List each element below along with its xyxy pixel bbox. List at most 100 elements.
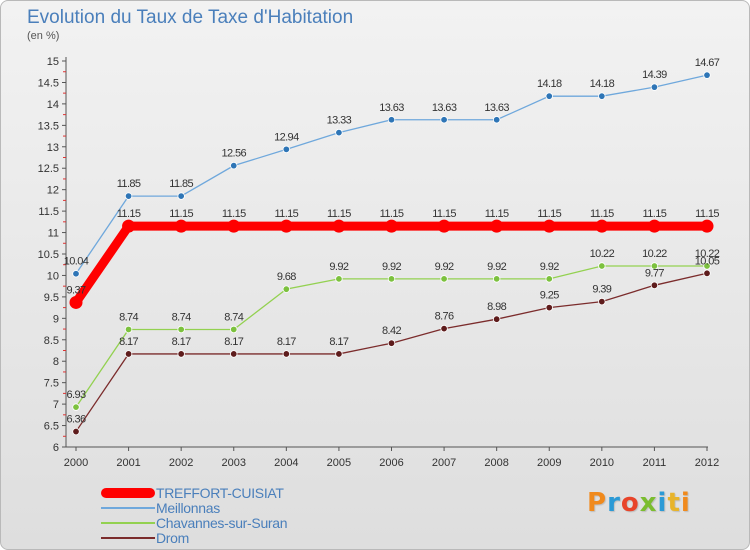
series-line-drom — [75, 272, 708, 432]
data-point-drom — [650, 281, 659, 290]
data-label-meillonnas: 14.67 — [695, 57, 720, 69]
data-label-chavannes-sur-suran: 8.74 — [172, 311, 191, 323]
data-point-treffort-cuisiat — [542, 219, 556, 233]
data-point-chavannes-sur-suran — [440, 275, 448, 283]
data-point-treffort-cuisiat — [437, 219, 451, 233]
data-point-meillonnas — [124, 192, 133, 200]
data-point-meillonnas — [177, 192, 185, 200]
data-point-meillonnas — [492, 116, 501, 124]
data-label-meillonnas: 12.94 — [274, 131, 299, 143]
x-tick-label: 2006 — [379, 457, 403, 469]
data-point-treffort-cuisiat — [69, 295, 83, 309]
data-label-drom: 10.05 — [695, 255, 720, 267]
data-point-treffort-cuisiat — [385, 219, 398, 233]
data-point-drom — [440, 324, 448, 333]
data-label-treffort-cuisiat: 11.15 — [222, 208, 246, 220]
data-label-chavannes-sur-suran: 8.74 — [224, 311, 243, 323]
y-tick-label: 9.5 — [44, 292, 59, 304]
data-point-chavannes-sur-suran — [387, 275, 396, 283]
data-label-chavannes-sur-suran: 9.92 — [540, 261, 559, 273]
data-label-treffort-cuisiat: 11.15 — [117, 208, 141, 220]
y-tick-label: 12.5 — [38, 163, 59, 175]
legend-swatch-meillonnas — [101, 507, 155, 509]
data-label-treffort-cuisiat: 11.15 — [695, 208, 719, 220]
data-label-treffort-cuisiat: 11.15 — [274, 208, 298, 220]
data-point-chavannes-sur-suran — [598, 262, 606, 270]
data-point-drom — [703, 269, 711, 277]
x-tick-label: 2004 — [274, 457, 298, 469]
y-tick-label: 6.5 — [44, 421, 59, 433]
data-point-drom — [72, 427, 80, 436]
legend-swatch-treffort — [101, 488, 155, 498]
data-label-drom: 8.17 — [329, 336, 348, 348]
data-label-chavannes-sur-suran: 10.22 — [590, 248, 615, 260]
data-point-treffort-cuisiat — [700, 219, 714, 233]
data-label-chavannes-sur-suran: 8.74 — [119, 311, 138, 323]
data-point-chavannes-sur-suran — [650, 262, 659, 270]
data-point-chavannes-sur-suran — [230, 325, 238, 334]
data-point-drom — [230, 350, 238, 358]
data-point-meillonnas — [282, 145, 291, 154]
y-tick-label: 11 — [48, 228, 59, 240]
data-label-treffort-cuisiat: 11.15 — [643, 208, 667, 220]
data-label-treffort-cuisiat: 11.15 — [380, 208, 404, 220]
data-label-chavannes-sur-suran: 6.93 — [66, 389, 85, 401]
data-point-treffort-cuisiat — [490, 219, 504, 233]
data-label-treffort-cuisiat: 11.15 — [327, 208, 351, 220]
x-tick-label: 2002 — [169, 457, 193, 469]
data-label-treffort-cuisiat: 11.15 — [590, 208, 614, 220]
x-tick-label: 2009 — [537, 457, 561, 469]
data-label-drom: 9.77 — [645, 267, 664, 279]
proxiti-logo: Proxiti — [587, 488, 691, 518]
data-point-meillonnas — [598, 92, 606, 100]
data-label-treffort-cuisiat: 9.37 — [66, 284, 85, 296]
data-label-drom: 8.98 — [487, 301, 506, 313]
legend-label-treffort: TREFFORT-CUISIAT — [156, 485, 284, 501]
x-tick-label: 2012 — [695, 457, 719, 469]
data-point-drom — [177, 350, 185, 358]
data-point-drom — [387, 339, 396, 347]
data-point-chavannes-sur-suran — [124, 325, 133, 334]
x-tick-label: 2005 — [327, 457, 351, 469]
data-point-drom — [545, 303, 553, 312]
data-point-meillonnas — [650, 83, 659, 91]
data-label-meillonnas: 14.39 — [642, 69, 667, 81]
data-label-drom: 8.17 — [277, 336, 296, 348]
data-label-drom: 8.42 — [382, 325, 401, 337]
y-tick-label: 14.5 — [38, 77, 59, 89]
data-label-drom: 6.36 — [66, 414, 85, 426]
data-label-meillonnas: 11.85 — [169, 178, 193, 190]
data-label-meillonnas: 13.63 — [379, 102, 404, 114]
data-point-treffort-cuisiat — [227, 219, 241, 233]
legend-label-drom: Drom — [156, 530, 190, 546]
data-label-meillonnas: 11.85 — [117, 178, 141, 190]
data-label-drom: 9.25 — [540, 290, 559, 302]
y-tick-label: 7.5 — [44, 378, 59, 390]
y-tick-label: 10.5 — [38, 249, 59, 261]
data-point-drom — [282, 350, 291, 358]
data-point-chavannes-sur-suran — [545, 275, 553, 283]
data-point-treffort-cuisiat — [174, 219, 188, 233]
data-label-drom: 8.76 — [435, 311, 454, 323]
data-point-meillonnas — [387, 116, 396, 124]
data-point-meillonnas — [335, 128, 343, 137]
y-tick-label: 9 — [53, 313, 59, 325]
data-label-meillonnas: 13.63 — [484, 102, 509, 114]
data-label-chavannes-sur-suran: 10.22 — [642, 248, 667, 260]
legend-item-drom: Drom — [101, 530, 361, 546]
y-tick-label: 12 — [47, 185, 59, 197]
x-tick-label: 2008 — [484, 457, 508, 469]
y-tick-label: 11.5 — [38, 206, 59, 218]
legend-item-chavannes: Chavannes-sur-Suran — [101, 515, 361, 531]
chart-title: Evolution du Taux de Taxe d'Habitation — [27, 7, 354, 28]
data-label-chavannes-sur-suran: 9.92 — [382, 261, 401, 273]
y-tick-label: 15 — [47, 56, 59, 68]
data-label-meillonnas: 14.18 — [590, 78, 615, 90]
data-label-chavannes-sur-suran: 10.22 — [695, 248, 720, 260]
data-point-treffort-cuisiat — [332, 219, 346, 233]
data-point-chavannes-sur-suran — [72, 403, 80, 411]
data-label-drom: 8.17 — [119, 336, 138, 348]
data-label-treffort-cuisiat: 11.15 — [485, 208, 509, 220]
y-tick-label: 8 — [53, 356, 59, 368]
